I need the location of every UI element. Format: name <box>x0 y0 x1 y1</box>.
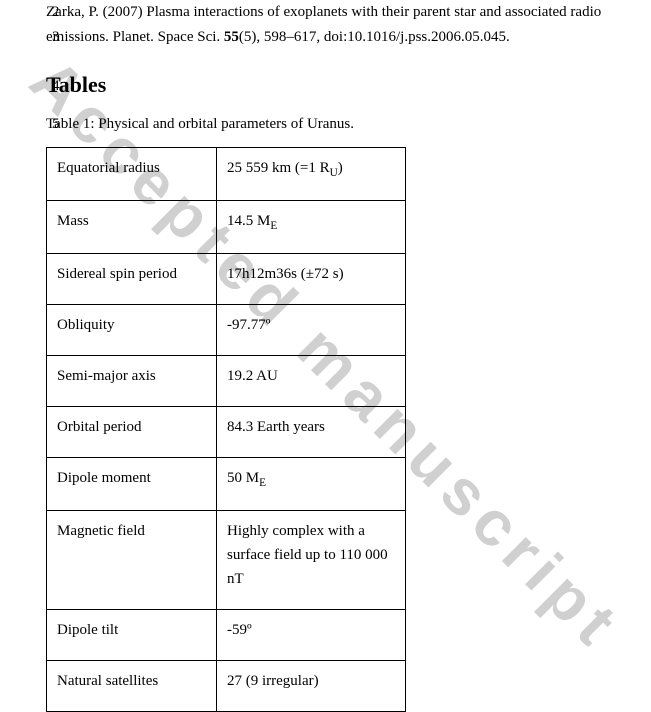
line-number: 4 <box>52 78 60 95</box>
table-row: Dipole tilt-59º <box>47 610 406 661</box>
table-row: Sidereal spin period17h12m36s (±72 s) <box>47 254 406 305</box>
param-label: Semi-major axis <box>47 356 217 407</box>
subscript: E <box>259 477 266 489</box>
reference-line-1: 2 Zarka, P. (2007) Plasma interactions o… <box>46 0 631 23</box>
param-value: -59º <box>217 610 406 661</box>
param-label: Natural satellites <box>47 661 217 712</box>
table-caption: 5 Table 1: Physical and orbital paramete… <box>46 116 631 133</box>
reference-text: (5), 598–617, doi:10.1016/j.pss.2006.05.… <box>239 29 510 45</box>
table-row: Orbital period84.3 Earth years <box>47 407 406 458</box>
reference-line-2: 3 emissions. Planet. Space Sci. 55(5), 5… <box>46 27 631 48</box>
table-row: Natural satellites27 (9 irregular) <box>47 661 406 712</box>
page-content: 2 Zarka, P. (2007) Plasma interactions o… <box>0 0 651 712</box>
param-value: 17h12m36s (±72 s) <box>217 254 406 305</box>
line-number: 5 <box>52 116 60 133</box>
reference-text: Zarka, P. (2007) Plasma interactions of … <box>46 4 601 20</box>
param-value: 27 (9 irregular) <box>217 661 406 712</box>
table-row: Equatorial radius25 559 km (=1 RU) <box>47 148 406 201</box>
reference-volume: 55 <box>224 29 239 45</box>
param-label: Magnetic field <box>47 511 217 610</box>
line-number: 2 <box>52 2 60 23</box>
table-caption-text: Table 1: Physical and orbital parameters… <box>46 116 354 132</box>
parameters-table: Equatorial radius25 559 km (=1 RU)Mass14… <box>46 147 406 712</box>
param-label: Obliquity <box>47 305 217 356</box>
param-value: -97.77º <box>217 305 406 356</box>
param-value: 50 ME <box>217 458 406 511</box>
param-value: 19.2 AU <box>217 356 406 407</box>
line-number: 3 <box>52 27 60 48</box>
table-row: Mass14.5 ME <box>47 201 406 254</box>
table-row: Obliquity-97.77º <box>47 305 406 356</box>
param-label: Dipole moment <box>47 458 217 511</box>
param-value: 14.5 ME <box>217 201 406 254</box>
param-label: Dipole tilt <box>47 610 217 661</box>
param-label: Equatorial radius <box>47 148 217 201</box>
param-value: 25 559 km (=1 RU) <box>217 148 406 201</box>
table-row: Dipole moment50 ME <box>47 458 406 511</box>
section-heading: 4 Tables <box>46 72 631 98</box>
param-value: Highly complex with a surface field up t… <box>217 511 406 610</box>
param-label: Sidereal spin period <box>47 254 217 305</box>
table-row: Semi-major axis19.2 AU <box>47 356 406 407</box>
param-value: 84.3 Earth years <box>217 407 406 458</box>
table-row: Magnetic fieldHighly complex with a surf… <box>47 511 406 610</box>
param-label: Orbital period <box>47 407 217 458</box>
reference-text: emissions. Planet. Space Sci. <box>46 29 224 45</box>
subscript: U <box>330 167 338 179</box>
param-label: Mass <box>47 201 217 254</box>
subscript: E <box>270 220 277 232</box>
